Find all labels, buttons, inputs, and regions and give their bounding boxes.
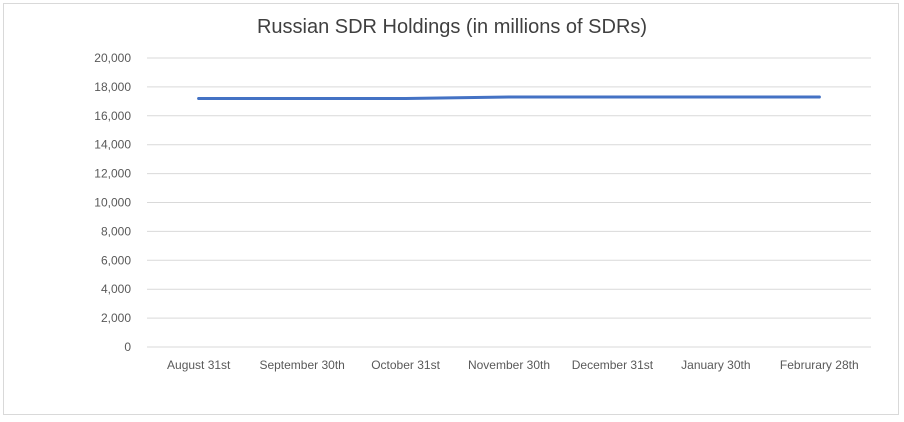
data-point: [507, 95, 511, 99]
y-tick-label: 14,000: [94, 138, 131, 152]
x-tick-label: January 30th: [681, 358, 750, 372]
y-tick-label: 20,000: [94, 51, 131, 65]
y-tick-label: 4,000: [101, 282, 131, 296]
y-tick-label: 10,000: [94, 196, 131, 210]
x-tick-label: Februrary 28th: [780, 358, 859, 372]
data-point: [404, 96, 408, 100]
y-tick-label: 16,000: [94, 109, 131, 123]
x-tick-label: November 30th: [468, 358, 550, 372]
chart-title: Russian SDR Holdings (in millions of SDR…: [256, 16, 648, 38]
chart-frame: [3, 3, 899, 415]
y-tick-label: 6,000: [101, 253, 131, 267]
series-lines: [197, 95, 821, 100]
x-tick-label: September 30th: [259, 358, 344, 372]
y-tick-label: 18,000: [94, 80, 131, 94]
y-tick-label: 0: [124, 340, 131, 354]
x-tick-label: December 31st: [572, 358, 654, 372]
y-axis-tick-labels: 0 2,000 4,000 6,000 8,000 10,000 12,000 14,000 1…: [94, 51, 131, 354]
x-tick-label: August 31st: [167, 358, 231, 372]
data-point: [197, 96, 201, 100]
x-axis-tick-labels: August 31st September 30th October 31st Nov…: [167, 358, 859, 372]
y-tick-label: 12,000: [94, 167, 131, 181]
data-point: [300, 96, 304, 100]
data-point: [817, 95, 821, 99]
y-tick-label: 8,000: [101, 224, 131, 238]
gridlines: [147, 57, 871, 348]
y-tick-label: 2,000: [101, 311, 131, 325]
x-tick-label: October 31st: [371, 358, 440, 372]
data-point: [714, 95, 718, 99]
data-point: [610, 95, 614, 99]
